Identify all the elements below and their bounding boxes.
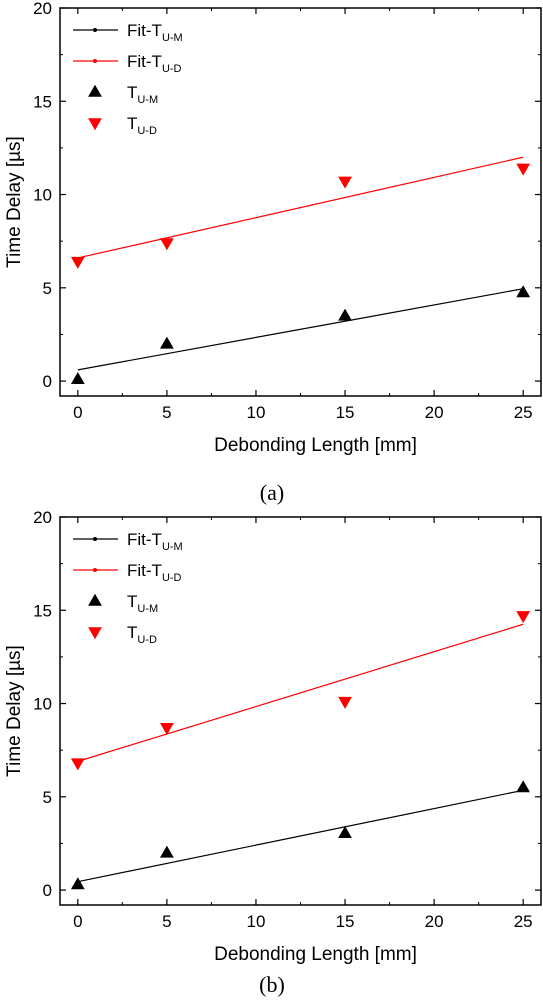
legend-label-sub: U-M [137, 94, 158, 106]
data-point-down [70, 256, 85, 269]
data-point-up [338, 308, 352, 321]
data-point-down [516, 163, 531, 176]
x-tick-label: 0 [73, 912, 82, 931]
legend-label: Fit-TU-D [127, 52, 182, 75]
data-point-down [159, 722, 174, 735]
legend-label-main: T [127, 83, 137, 102]
y-tick-label: 5 [43, 788, 52, 807]
legend-label-main: T [127, 592, 137, 611]
data-point-down [338, 696, 352, 709]
x-tick-label: 15 [336, 912, 355, 931]
x-axis-title: Debonding Length [mm] [214, 435, 417, 456]
y-tick-label: 10 [33, 186, 52, 205]
legend-label-main: T [127, 114, 137, 133]
data-point-up [516, 285, 531, 298]
data-point-up [516, 780, 531, 793]
legend-label-sub: U-D [137, 634, 157, 646]
legend-dot [93, 28, 97, 32]
legend-label-sub: U-D [137, 125, 157, 137]
legend-marker-swatch [88, 593, 102, 606]
data-point-up [159, 336, 174, 349]
figure-caption: (b) [259, 972, 285, 997]
chart-panel-b: 0 5 10 15 20 25 0 5 10 15 20 Debonding Length [mm] T… [4, 508, 542, 965]
x-tick-label: 0 [73, 403, 82, 422]
legend-label: Fit-TU-M [127, 530, 183, 553]
y-tick-label: 15 [33, 601, 52, 620]
data-point-up [70, 372, 85, 385]
legend-dot [93, 537, 97, 541]
x-tick-label: 10 [247, 912, 266, 931]
y-axis-title: Time Delay [µs] [4, 645, 25, 777]
legend-label: TU-M [127, 83, 158, 106]
legend-dot [93, 59, 97, 63]
x-tick-label: 20 [425, 403, 444, 422]
figure-caption: (a) [260, 480, 284, 505]
legend-marker-swatch [88, 627, 102, 640]
y-tick-label: 0 [43, 372, 52, 391]
legend-label-sub: U-D [162, 572, 182, 584]
x-tick-label: 20 [425, 912, 444, 931]
legend-label: Fit-TU-M [127, 21, 183, 44]
legend-label-main: Fit-T [127, 52, 162, 71]
legend-label-main: T [127, 623, 137, 642]
data-point-up [338, 825, 352, 838]
y-tick-label: 20 [33, 508, 52, 527]
y-tick-label: 20 [33, 0, 52, 18]
x-tick-label: 25 [514, 403, 533, 422]
data-point-down [338, 176, 352, 189]
data-point-down [159, 238, 174, 251]
legend-marker-swatch [88, 84, 102, 97]
y-tick-label: 10 [33, 695, 52, 714]
x-tick-label: 10 [247, 403, 266, 422]
legend-label-sub: U-M [162, 541, 183, 553]
data-point-down [70, 758, 85, 771]
legend-marker-swatch [88, 118, 102, 131]
fit-line-1 [77, 623, 524, 762]
legend-label-sub: U-M [162, 32, 183, 44]
fit-line-1 [77, 156, 524, 259]
x-axis-title: Debonding Length [mm] [214, 944, 417, 965]
x-tick-label: 25 [514, 912, 533, 931]
legend-label: TU-D [127, 114, 157, 137]
legend-dot [93, 568, 97, 572]
data-point-down [516, 611, 531, 624]
data-point-up [70, 877, 85, 890]
chart-panel-a: 0 5 10 15 20 25 0 5 10 15 20 Debonding Length [mm] T… [4, 0, 542, 456]
x-tick-label: 5 [162, 912, 171, 931]
legend-label-sub: U-M [137, 603, 158, 615]
fit-line-0 [77, 288, 524, 371]
legend-label-main: Fit-T [127, 561, 162, 580]
fit-line-0 [77, 789, 524, 883]
y-axis-title: Time Delay [µs] [4, 136, 25, 268]
y-tick-label: 0 [43, 881, 52, 900]
y-tick-label: 5 [43, 279, 52, 298]
x-tick-label: 15 [336, 403, 355, 422]
legend-label-sub: U-D [162, 63, 182, 75]
data-point-up [159, 845, 174, 858]
legend-label-main: Fit-T [127, 530, 162, 549]
x-tick-label: 5 [162, 403, 171, 422]
legend-label: TU-M [127, 592, 158, 615]
legend-label: TU-D [127, 623, 157, 646]
legend-label-main: Fit-T [127, 21, 162, 40]
y-tick-label: 15 [33, 92, 52, 111]
legend-label: Fit-TU-D [127, 561, 182, 584]
